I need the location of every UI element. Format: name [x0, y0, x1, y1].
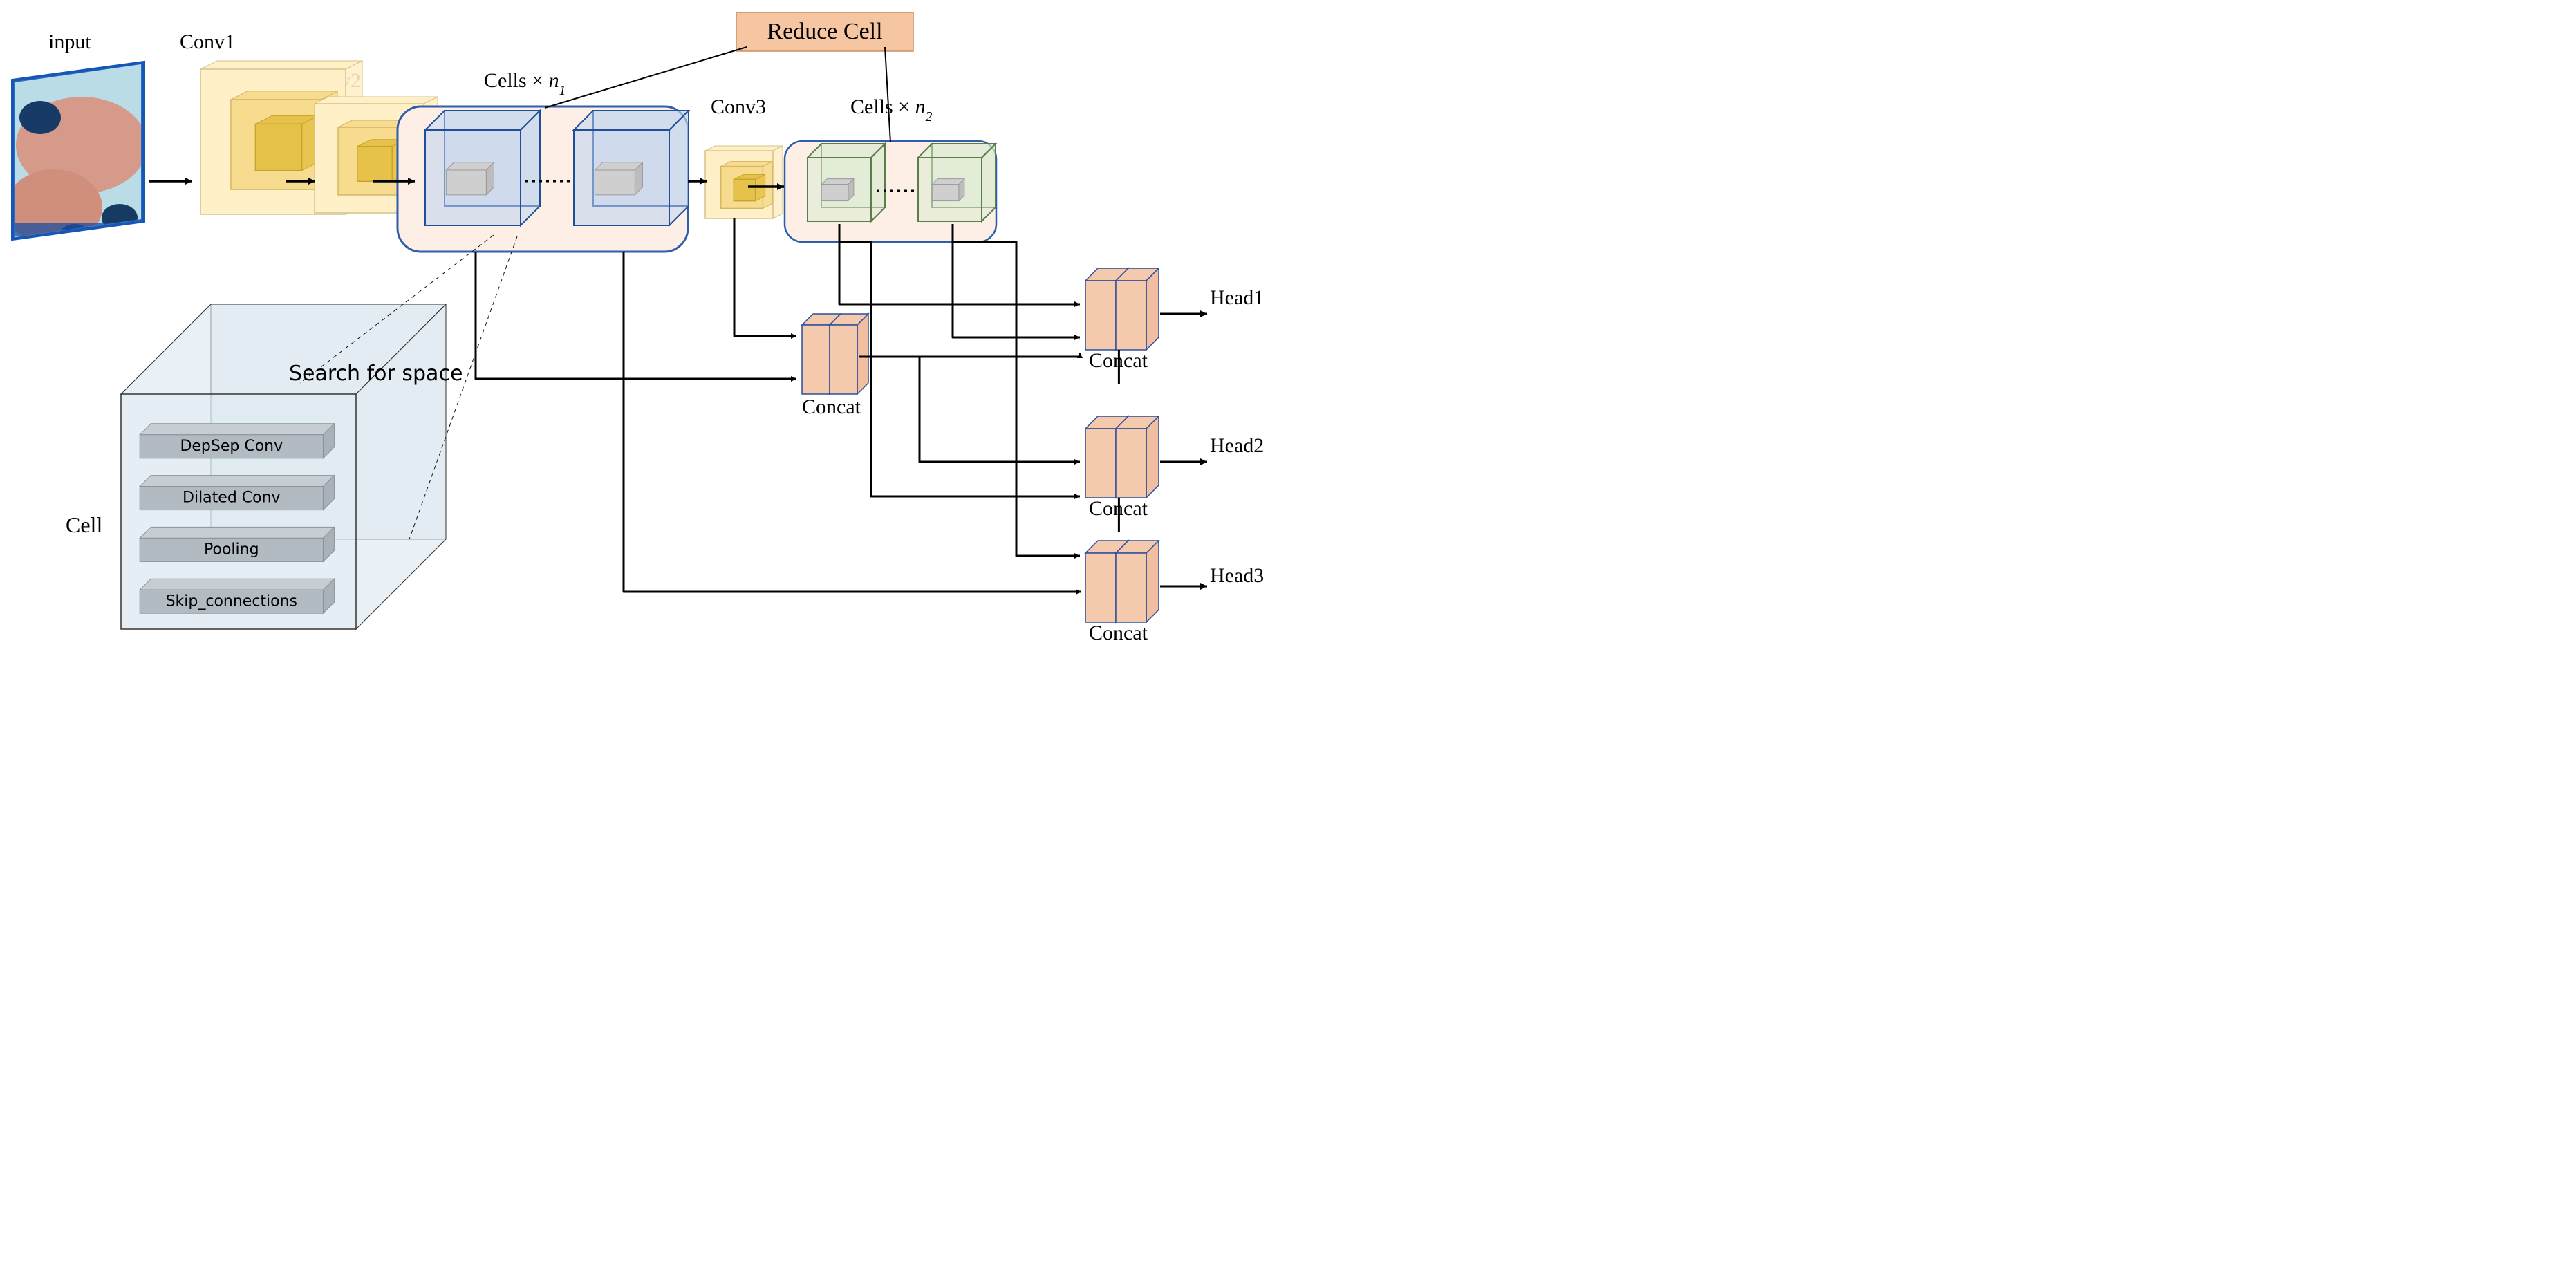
- route: [953, 242, 1080, 556]
- label-search: Search for space: [289, 362, 463, 386]
- search-space-cube: [121, 304, 446, 629]
- label-conv3: Conv3: [711, 95, 766, 118]
- cell-cube-1a: [425, 111, 540, 225]
- concat-head2: [1085, 416, 1159, 498]
- op-label: Dilated Conv: [183, 489, 281, 507]
- cell-cube-1b: [574, 111, 689, 225]
- label-reduce: Reduce Cell: [767, 19, 882, 44]
- label-head1: Head1: [1210, 286, 1264, 309]
- label-conv1: Conv1: [180, 30, 235, 53]
- route: [624, 252, 1081, 592]
- route: [859, 357, 1080, 462]
- cell-cube-2a: [808, 144, 885, 221]
- op-label: Skip_connections: [166, 592, 297, 610]
- label-cells2: Cells × n2: [850, 95, 933, 124]
- cell-cube-2b: [918, 144, 996, 221]
- label-head2: Head2: [1210, 434, 1264, 457]
- conv3-block: [705, 146, 783, 218]
- label-concat-h3: Concat: [1089, 622, 1148, 644]
- concat-head3: [1085, 541, 1159, 622]
- input-image: [6, 55, 151, 256]
- concat-1: [802, 314, 868, 394]
- op-label: DepSep Conv: [180, 438, 283, 455]
- route: [476, 252, 796, 379]
- label-input: input: [48, 30, 91, 53]
- label-cell: Cell: [66, 512, 102, 537]
- label-concat-1: Concat: [802, 395, 861, 418]
- route: [734, 218, 796, 336]
- label-cells1: Cells × n1: [484, 69, 566, 98]
- label-head3: Head3: [1210, 564, 1264, 587]
- reduce-link: [885, 47, 890, 142]
- op-label: Pooling: [204, 541, 259, 559]
- concat-head1: [1085, 268, 1159, 350]
- route: [839, 242, 1080, 496]
